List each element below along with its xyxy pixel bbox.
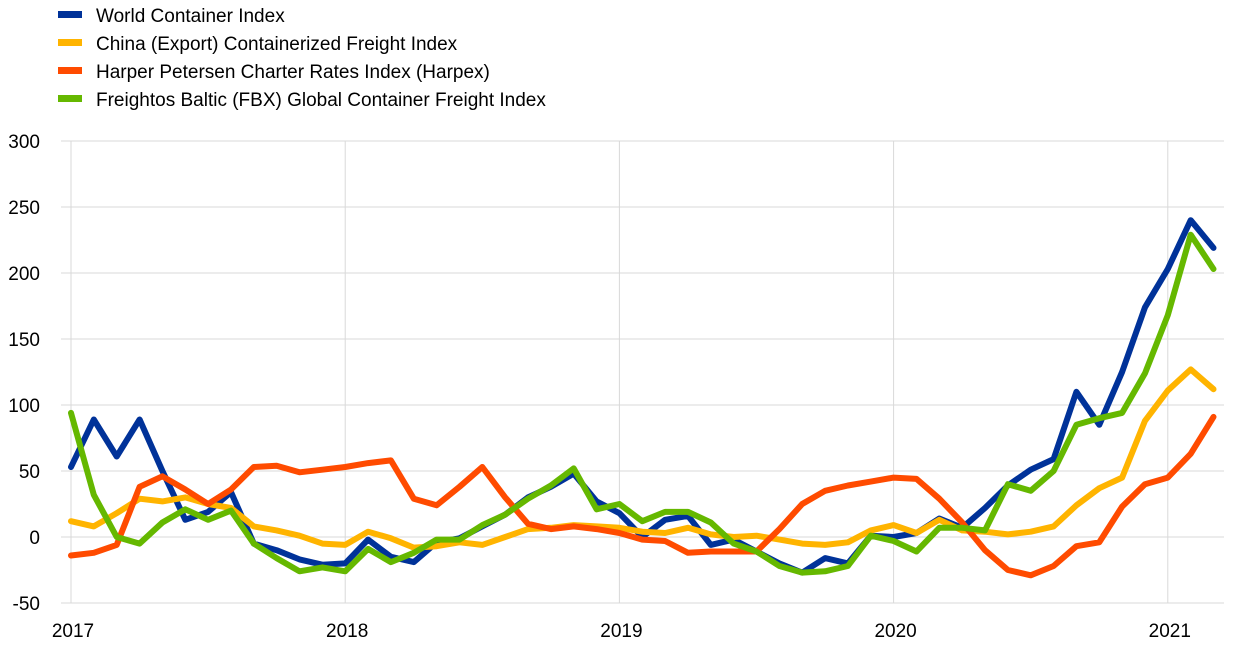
x-axis: 2017 2018 2019 2020 2021 bbox=[52, 621, 1191, 642]
series-line-3 bbox=[68, 231, 1217, 576]
legend-swatch-china-export-containerized-freight-index bbox=[58, 39, 82, 46]
y-tick-label: 250 bbox=[8, 198, 40, 219]
x-tick-label: 2020 bbox=[874, 621, 916, 642]
y-tick-label: -50 bbox=[13, 594, 40, 615]
legend-label-china-export-containerized-freight-index: China (Export) Containerized Freight Ind… bbox=[96, 34, 458, 55]
x-tick-label: 2018 bbox=[326, 621, 368, 642]
legend-label-fbx: Freightos Baltic (FBX) Global Container … bbox=[96, 90, 546, 111]
y-tick-label: 200 bbox=[8, 264, 40, 285]
y-tick-label: 300 bbox=[8, 132, 40, 153]
series-line-1 bbox=[68, 366, 1217, 551]
legend-item-harpex: Harper Petersen Charter Rates Index (Har… bbox=[58, 62, 490, 83]
legend-item-fbx: Freightos Baltic (FBX) Global Container … bbox=[58, 90, 546, 111]
plot-area bbox=[68, 217, 1217, 579]
legend-item-world-container-index: World Container Index bbox=[58, 6, 285, 27]
y-tick-label: 100 bbox=[8, 396, 40, 417]
legend-swatch-fbx bbox=[58, 95, 82, 102]
legend-label-world-container-index: World Container Index bbox=[96, 6, 285, 27]
legend-swatch-harpex bbox=[58, 67, 82, 74]
y-tick-label: 0 bbox=[29, 528, 40, 549]
series-line-2 bbox=[68, 413, 1217, 579]
grid bbox=[61, 140, 1224, 604]
y-axis: 300 250 200 150 100 50 0 -50 bbox=[8, 132, 40, 615]
y-tick-label: 50 bbox=[19, 462, 40, 483]
x-tick-label: 2019 bbox=[600, 621, 642, 642]
legend: World Container Index China (Export) Con… bbox=[58, 6, 546, 111]
x-tick-label: 2017 bbox=[52, 621, 94, 642]
y-tick-label: 150 bbox=[8, 330, 40, 351]
legend-item-china-export-containerized-freight-index: China (Export) Containerized Freight Ind… bbox=[58, 34, 458, 55]
legend-swatch-world-container-index bbox=[58, 11, 82, 18]
legend-label-harpex: Harper Petersen Charter Rates Index (Har… bbox=[96, 62, 490, 83]
x-tick-label: 2021 bbox=[1149, 621, 1191, 642]
